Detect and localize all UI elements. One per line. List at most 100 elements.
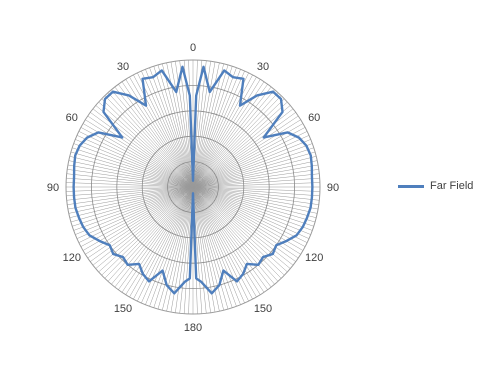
radial-grid-line [192, 186, 233, 308]
radial-grid-line [162, 63, 194, 188]
radial-grid-line [192, 186, 249, 302]
radial-grid-line [192, 186, 314, 227]
ring-grid-line [91, 85, 295, 289]
radial-grid-line [192, 79, 261, 188]
radial-grid-line [192, 66, 233, 188]
radial-grid-line [192, 131, 308, 188]
radial-grid-line [141, 70, 194, 188]
radial-grid-line [192, 186, 310, 239]
radial-grid-line [153, 66, 194, 188]
radial-grid-line [192, 186, 282, 279]
radial-grid-line [73, 186, 194, 231]
radial-grid-line [111, 89, 194, 188]
radial-grid-line [66, 177, 194, 188]
radial-grid-line [192, 186, 316, 223]
radial-grid-line [192, 173, 320, 188]
radial-grid-line [192, 186, 241, 305]
radial-grid-line [111, 186, 194, 285]
radial-grid-line [101, 98, 194, 188]
radial-grid-line [66, 186, 194, 192]
radial-grid-line [192, 186, 306, 247]
radial-grid-line [114, 186, 194, 288]
radial-grid-line [72, 147, 194, 188]
radial-grid-line [192, 63, 224, 188]
radial-grid-line [192, 70, 245, 188]
radial-grid-line [192, 72, 249, 188]
radial-grid-line [137, 72, 194, 188]
radial-grid-line [107, 186, 194, 282]
radial-grid-line [95, 186, 194, 269]
radial-grid-line [192, 186, 275, 285]
radial-grid-line [104, 186, 194, 279]
radial-grid-line [192, 135, 310, 188]
radial-grid-line [192, 186, 308, 243]
radial-grid-line [80, 186, 194, 247]
angular-tick-label: 0 [190, 42, 196, 54]
radial-grid-line [192, 147, 314, 188]
radial-grid-line [192, 69, 241, 188]
radial-grid-line [92, 186, 194, 266]
radial-grid-line [78, 186, 194, 243]
legend-label-far-field: Far Field [430, 180, 474, 192]
radial-grid-line [69, 156, 194, 188]
radial-grid-line [66, 182, 194, 188]
radial-grid-line [78, 131, 194, 188]
radial-grid-line [85, 119, 194, 188]
radial-grid-line [192, 186, 320, 201]
radial-grid-line [175, 186, 194, 313]
radial-grid-line [192, 186, 268, 290]
radial-grid-line [129, 76, 194, 188]
radial-grid-line [192, 186, 294, 266]
radial-grid-line [90, 186, 194, 262]
radial-grid-line [69, 186, 194, 218]
radial-grid-line [68, 186, 194, 214]
radial-grid-line [192, 186, 253, 300]
radial-grid-line [192, 151, 316, 188]
radial-grid-line [192, 186, 279, 282]
radial-grid-line [192, 186, 317, 218]
radial-grid-line [192, 186, 313, 231]
radial-grid-line [101, 186, 194, 276]
angular-tick-label: 90 [47, 182, 59, 194]
radial-grid-line [192, 84, 268, 188]
radial-grid-line [67, 169, 194, 188]
radial-grid-line [192, 186, 265, 293]
radial-grid-line [192, 64, 229, 188]
radial-grid-line [192, 186, 320, 192]
radial-grid-line [72, 186, 194, 227]
radial-grid-line [192, 60, 207, 188]
radial-grid-line [118, 84, 194, 188]
radial-grid-line [192, 186, 319, 210]
angular-tick-label: 60 [308, 112, 320, 124]
radial-grid-line [192, 186, 291, 269]
radial-grid-line [75, 139, 194, 188]
radial-grid-line [192, 186, 318, 214]
radial-grid-line [192, 86, 272, 188]
radial-grid-line [192, 143, 313, 188]
radial-grid-line [192, 186, 261, 295]
radial-grid-line [133, 186, 194, 300]
radial-grid-line [192, 139, 311, 188]
radial-grid-line [192, 186, 285, 276]
radial-grid-line [192, 186, 229, 310]
radial-grid-line [114, 86, 194, 188]
radial-grid-line [70, 151, 194, 188]
radial-grid-line [66, 186, 194, 197]
radial-grid-line [192, 76, 257, 188]
radial-grid-line [192, 127, 306, 188]
angular-tick-label: 90 [327, 182, 339, 194]
radial-grid-line [87, 186, 194, 259]
angular-tick-label: 120 [63, 252, 81, 264]
radial-grid-line [192, 67, 237, 188]
radial-grid-line [149, 186, 194, 307]
radial-grid-line [145, 69, 194, 188]
radial-grid-line [104, 95, 194, 188]
radial-grid-line [121, 186, 194, 293]
radial-grid-line [192, 186, 272, 288]
angular-tick-label: 180 [184, 322, 202, 334]
radial-grid-line [68, 160, 194, 188]
radial-grid-line [192, 186, 207, 314]
radial-grid-line [179, 186, 194, 314]
radial-grid-line [192, 186, 304, 251]
